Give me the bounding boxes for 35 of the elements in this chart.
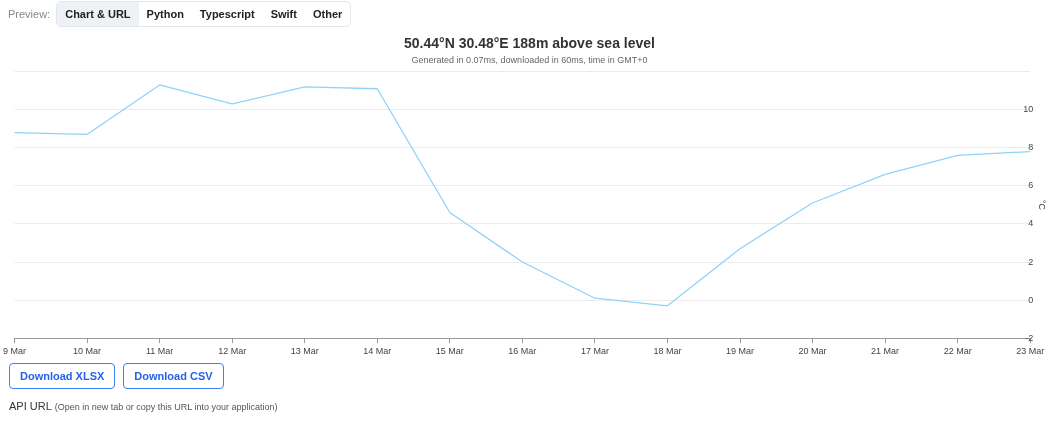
x-tick-label: 21 Mar: [871, 346, 900, 357]
y-tick-label: 8: [1028, 142, 1034, 153]
x-tick-label: 23 Mar: [1016, 346, 1045, 357]
text: Swift: [269, 7, 298, 22]
x-tick-label: 12 Mar: [218, 346, 247, 357]
text: Download CSV: [123, 363, 224, 389]
x-tick-label: 16 Mar: [508, 346, 537, 357]
text: Download XLSX: [9, 363, 116, 389]
y-tick-label: 6: [1028, 180, 1034, 191]
x-tick-label: 11 Mar: [145, 346, 174, 357]
y-axis-title: °C: [1037, 199, 1048, 211]
y-tick-label: 10: [1023, 104, 1034, 115]
chart-subtitle: Generated in 0.07ms, downloaded in 60ms, time in GMT+0: [411, 54, 648, 65]
text: Typescript: [198, 7, 256, 22]
x-tick-label: 10 Mar: [73, 346, 102, 357]
x-tick-label: 13 Mar: [290, 346, 319, 357]
chart-title: 50.44°N 30.48°E 188m above sea level: [404, 35, 655, 52]
text: Other: [311, 7, 344, 22]
x-tick-label: 19 Mar: [725, 346, 755, 357]
text: Chart & URL: [57, 2, 139, 26]
x-tick-label: 20 Mar: [798, 346, 827, 357]
x-tick-label: 22 Mar: [943, 346, 972, 357]
text: Preview:: [8, 8, 51, 20]
x-tick-label: 14 Mar: [363, 346, 392, 357]
text: (Open in new tab or copy this URL into your application): [54, 402, 278, 412]
y-tick-label: 0: [1028, 294, 1034, 305]
text: Python: [145, 7, 185, 22]
y-tick-label: 4: [1028, 218, 1034, 229]
y-tick-label: 2: [1028, 256, 1034, 267]
x-tick-label: 18 Mar: [653, 346, 682, 357]
x-tick-label: 17 Mar: [580, 346, 609, 357]
x-tick-label: 9 Mar: [2, 346, 27, 357]
y-tick-label: -2: [1025, 332, 1034, 343]
x-tick-label: 15 Mar: [435, 346, 464, 357]
text: API URL: [9, 400, 52, 412]
